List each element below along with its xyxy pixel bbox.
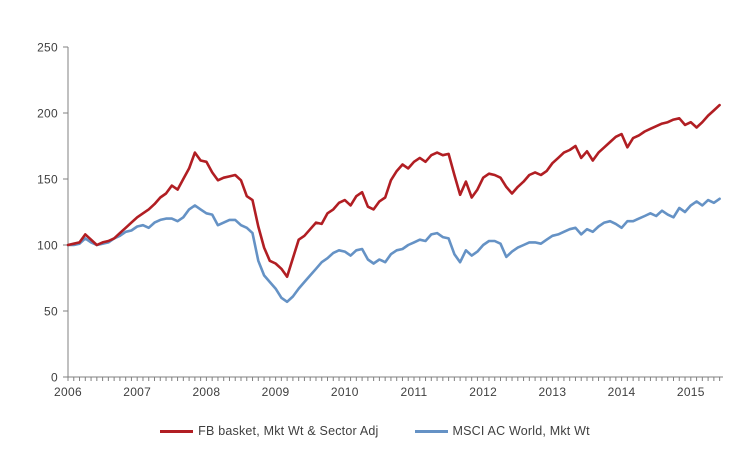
legend-label-fb-basket: FB basket, Mkt Wt & Sector Adj — [198, 424, 379, 438]
x-axis-year-label: 2008 — [192, 385, 220, 399]
y-axis-tick-label: 50 — [44, 305, 58, 319]
y-axis-tick-label: 200 — [37, 107, 58, 121]
x-axis-year-label: 2014 — [608, 385, 636, 399]
x-axis-year-label: 2012 — [469, 385, 497, 399]
x-axis-year-label: 2011 — [400, 385, 427, 399]
x-axis-year-label: 2015 — [677, 385, 705, 399]
x-axis-year-label: 2007 — [123, 385, 151, 399]
y-axis-tick-label: 100 — [37, 239, 58, 253]
legend-line-sample-red — [160, 429, 194, 433]
chart-legend: FB basket, Mkt Wt & Sector Adj MSCI AC W… — [0, 424, 750, 438]
series-line-msci-world — [66, 197, 721, 304]
x-axis-year-label: 2006 — [54, 385, 82, 399]
y-axis-tick-label: 0 — [51, 371, 58, 385]
legend-line-sample-blue — [414, 429, 448, 433]
y-axis-tick-label: 250 — [37, 41, 58, 55]
y-axis-tick-label: 150 — [37, 173, 58, 187]
legend-label-msci-world: MSCI AC World, Mkt Wt — [452, 424, 590, 438]
legend-item-fb-basket: FB basket, Mkt Wt & Sector Adj — [160, 424, 378, 438]
x-axis-year-label: 2010 — [331, 385, 359, 399]
x-axis-year-label: 2009 — [262, 385, 290, 399]
legend-item-msci-world: MSCI AC World, Mkt Wt — [414, 424, 590, 438]
series-line-fb-basket — [66, 103, 721, 279]
x-axis-year-label: 2013 — [538, 385, 566, 399]
